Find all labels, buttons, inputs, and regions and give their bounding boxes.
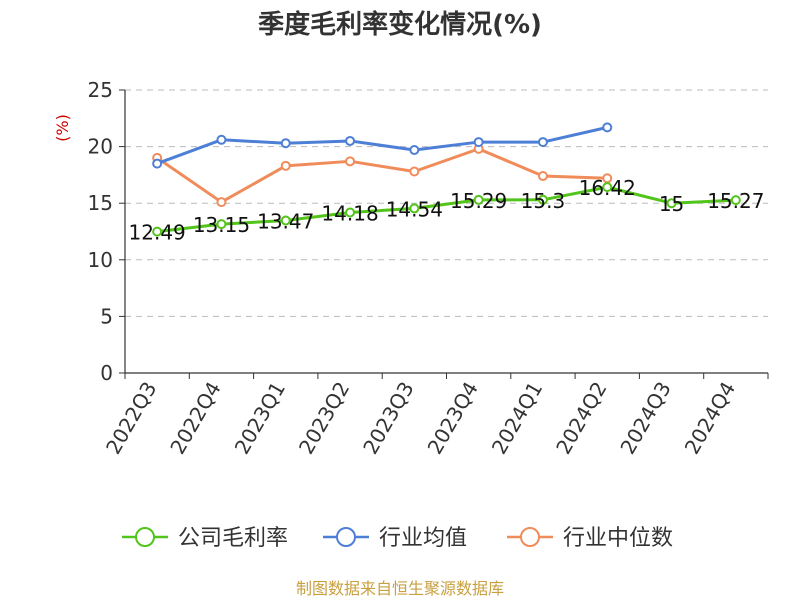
legend-label: 行业中位数 xyxy=(563,526,673,551)
y-tick-label: 0 xyxy=(100,361,113,385)
legend-item[interactable]: 公司毛利率 xyxy=(122,526,288,551)
data-point xyxy=(409,144,420,155)
data-point xyxy=(216,134,227,145)
data-label: 14.18 xyxy=(321,201,378,225)
chart-title: 季度毛利率变化情况(%) xyxy=(258,9,542,40)
data-label: 15 xyxy=(659,192,684,216)
data-labels: 12.49 13.15 13.47 14.18 14.54 15.29 15.3 16.42 1… xyxy=(129,176,765,244)
y-tick-label: 25 xyxy=(88,78,113,102)
axes: 0 5 10 15 20 25 2022Q3 2022Q4 2023Q1 2023Q2 2023Q3… xyxy=(88,78,769,459)
legend: 公司毛利率 行业均值 行业中位数 xyxy=(122,526,673,551)
y-tick-label: 10 xyxy=(88,248,113,272)
y-tick-label: 15 xyxy=(88,191,113,215)
legend-item[interactable]: 行业均值 xyxy=(323,526,467,551)
legend-marker xyxy=(135,527,155,547)
x-tick-label: 2023Q4 xyxy=(423,378,483,459)
data-label: 15.27 xyxy=(707,189,764,213)
data-point xyxy=(602,122,613,133)
x-tick-label: 2024Q1 xyxy=(487,378,547,459)
x-tick-label: 2024Q2 xyxy=(551,378,611,459)
x-tick-label: 2022Q4 xyxy=(165,378,225,459)
series-line xyxy=(156,185,736,234)
series-line xyxy=(156,147,608,204)
data-point xyxy=(280,160,291,171)
data-point xyxy=(345,135,356,146)
data-point xyxy=(730,195,741,206)
data-point xyxy=(473,137,484,148)
y-axis-unit: (%) xyxy=(53,114,72,142)
data-point xyxy=(537,137,548,148)
legend-label: 公司毛利率 xyxy=(178,526,288,551)
data-point xyxy=(216,219,227,230)
data-point xyxy=(409,203,420,214)
data-point xyxy=(152,226,163,237)
data-point xyxy=(345,156,356,167)
legend-label: 行业均值 xyxy=(379,526,467,551)
data-label: 15.3 xyxy=(521,189,566,213)
data-point xyxy=(280,215,291,226)
x-tick-label: 2023Q1 xyxy=(230,378,290,459)
data-point xyxy=(537,171,548,182)
data-point xyxy=(537,194,548,205)
data-point xyxy=(216,197,227,208)
data-point xyxy=(280,138,291,149)
y-tick-label: 5 xyxy=(100,304,113,328)
data-label: 12.49 xyxy=(129,221,186,245)
data-label: 16.42 xyxy=(579,176,636,200)
series-group xyxy=(152,122,741,237)
data-label: 13.47 xyxy=(257,210,314,234)
x-tick-label: 2023Q2 xyxy=(294,378,354,459)
data-point xyxy=(345,207,356,218)
series-line xyxy=(156,125,608,165)
x-tick-label: 2024Q4 xyxy=(680,378,740,459)
data-point xyxy=(602,182,613,193)
data-label: 15.29 xyxy=(450,189,507,213)
x-tick-label: 2024Q3 xyxy=(615,378,675,459)
data-point xyxy=(473,194,484,205)
y-tick-label: 20 xyxy=(88,135,113,159)
data-point xyxy=(666,198,677,209)
legend-marker xyxy=(520,527,540,547)
data-point xyxy=(152,158,163,169)
x-tick-label: 2023Q3 xyxy=(358,378,418,459)
data-point xyxy=(409,166,420,177)
x-tick-label: 2022Q3 xyxy=(101,378,161,459)
data-label: 14.54 xyxy=(386,197,443,221)
legend-marker xyxy=(336,527,356,547)
source-note: 制图数据来自恒生聚源数据库 xyxy=(296,579,504,598)
legend-item[interactable]: 行业中位数 xyxy=(507,526,673,551)
data-label: 13.15 xyxy=(193,213,250,237)
